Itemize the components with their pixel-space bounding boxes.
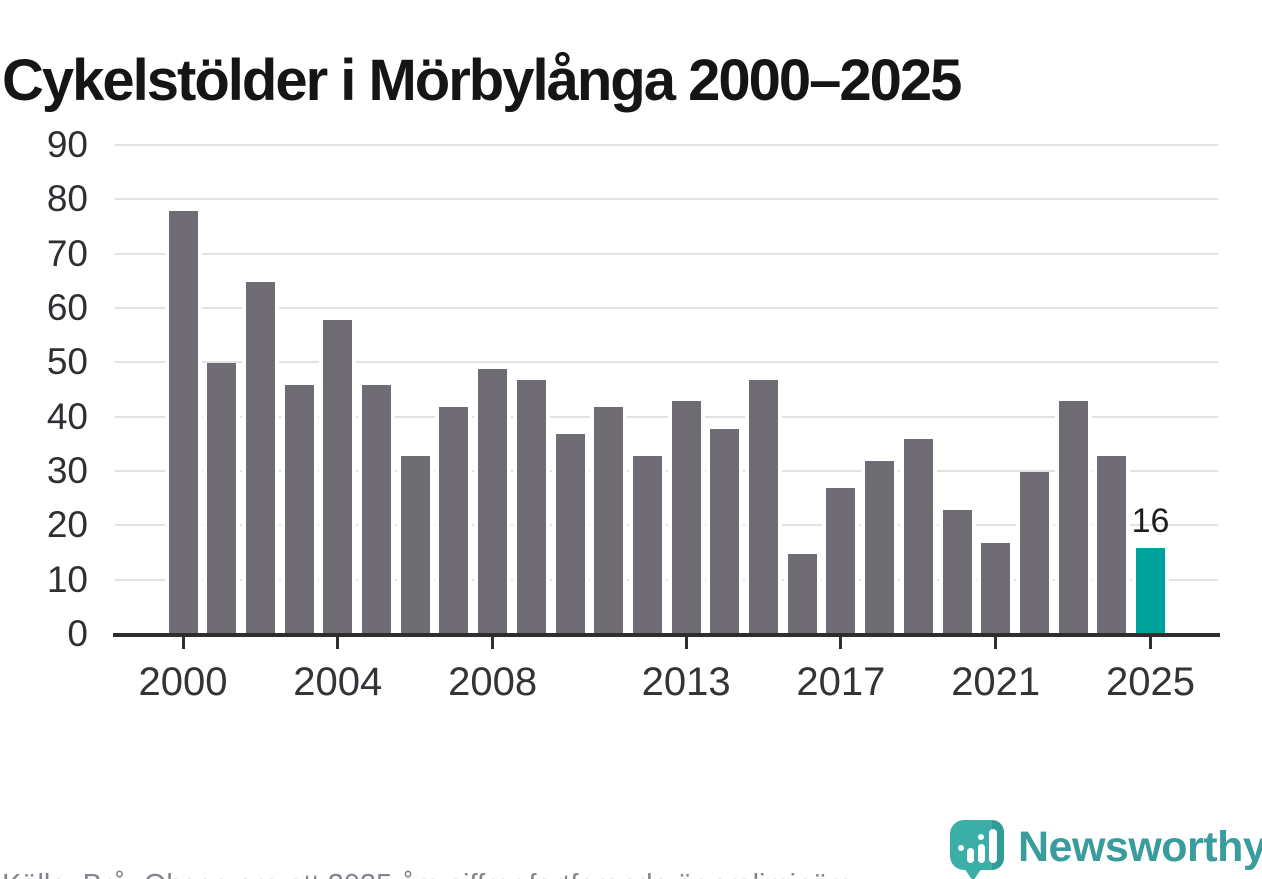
newsworthy-wordmark: Newsworthy (1018, 823, 1262, 871)
x-tick-label-2000: 2000 (138, 660, 228, 704)
gridline-y-50 (115, 361, 1218, 364)
bar-2002 (245, 281, 275, 633)
bar-2000 (168, 211, 198, 633)
chart-title: Cykelstölder i Mörbylånga 2000–2025 (2, 47, 962, 113)
y-tick-label-80: 80 (46, 178, 88, 220)
gridline-y-30 (115, 470, 1218, 472)
x-tick-2004 (336, 637, 340, 649)
source-note: Källa: Brå. Observera att 2025 års siffr… (2, 869, 862, 879)
x-axis-line (113, 633, 1220, 637)
x-tick-2025 (1149, 637, 1152, 649)
x-tick-label-2013: 2013 (641, 660, 731, 704)
y-tick-label-60: 60 (46, 287, 88, 328)
bar-2024 (1097, 455, 1127, 633)
gridline-y-60 (115, 307, 1218, 309)
bar-2010 (555, 433, 585, 633)
x-tick-label-2017: 2017 (796, 660, 886, 704)
gridline-y-40 (115, 415, 1218, 418)
y-tick-label-40: 40 (46, 395, 88, 437)
y-tick-label-90: 90 (46, 124, 88, 165)
gridline-y-70 (115, 252, 1218, 255)
highlight-value-label: 16 (1131, 502, 1170, 540)
y-tick-label-30: 30 (46, 450, 88, 491)
bar-2018 (865, 461, 895, 633)
logo-dot (978, 834, 984, 840)
bar-2017 (826, 488, 856, 633)
x-tick-2000 (181, 637, 185, 649)
x-tick-2017 (839, 637, 843, 649)
logo-bar (989, 829, 997, 863)
bar-2007 (439, 406, 469, 633)
plot-area: 16 2000 2004 2008 2013 2017 2021 2025 (113, 144, 1220, 704)
bar-2016 (787, 553, 817, 633)
x-tick-label-2021: 2021 (951, 660, 1041, 704)
bar-2013 (671, 401, 701, 633)
newsworthy-logo-icon (950, 820, 1004, 879)
x-tick-2008 (491, 637, 495, 649)
bar-2008 (478, 368, 508, 633)
bar-2004 (323, 319, 353, 633)
y-tick-label-20: 20 (46, 504, 88, 546)
logo-bar (967, 848, 974, 863)
y-tick-label-10: 10 (46, 558, 88, 600)
x-tick-label-2025: 2025 (1106, 660, 1195, 704)
bar-2022 (1019, 472, 1049, 633)
bar-2005 (362, 385, 391, 633)
y-tick-label-50: 50 (46, 341, 88, 383)
gridline-y-10 (115, 578, 1218, 581)
bar-2020 (942, 510, 972, 633)
bar-2003 (284, 385, 314, 633)
gridline-y-80 (115, 198, 1218, 201)
bar-2019 (903, 439, 933, 633)
logo-bubble-tail (964, 868, 982, 879)
bar-2012 (632, 455, 662, 633)
bar-2015 (749, 379, 778, 633)
bar-2006 (400, 455, 430, 633)
logo-bar (978, 844, 985, 863)
gridline-y-20 (115, 524, 1218, 527)
x-tick-label-2008: 2008 (448, 660, 538, 704)
bar-2023 (1058, 401, 1088, 633)
bar-2009 (516, 379, 546, 633)
logo-dot (958, 845, 964, 851)
bar-2021 (981, 542, 1011, 633)
x-tick-2013 (684, 637, 688, 649)
gridline-y-90 (115, 144, 1218, 146)
x-tick-2021 (994, 637, 998, 649)
x-tick-label-2004: 2004 (293, 660, 383, 704)
bar-2001 (207, 363, 237, 633)
bar-2025 (1136, 548, 1165, 633)
bar-2011 (594, 406, 624, 633)
bar-2014 (710, 428, 740, 633)
y-tick-label-70: 70 (46, 232, 88, 274)
y-tick-label-0: 0 (67, 613, 88, 654)
